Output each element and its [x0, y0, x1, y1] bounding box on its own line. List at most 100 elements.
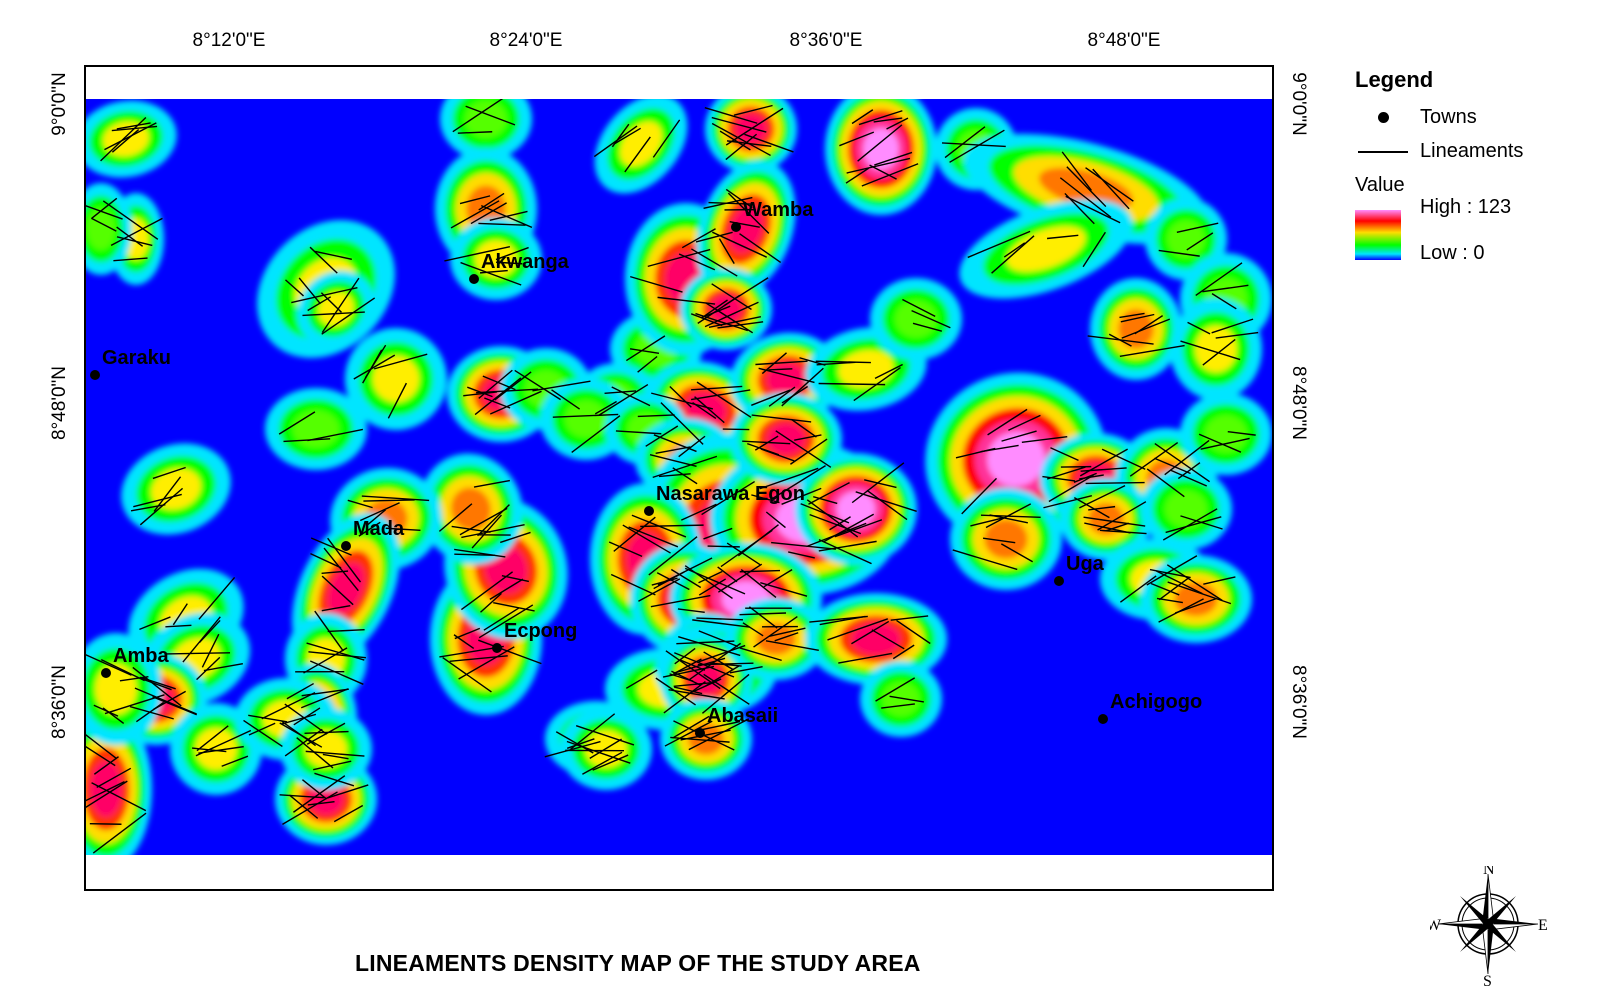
lineament-segment	[90, 217, 117, 232]
lineament-segment	[711, 122, 771, 157]
lineament-segment	[681, 228, 716, 249]
lineament-segment	[611, 386, 651, 407]
lineament-segment	[444, 246, 511, 262]
lineament-segment	[198, 745, 244, 754]
lineament-segment	[698, 570, 723, 584]
density-blob	[860, 661, 942, 737]
density-blob	[1180, 393, 1272, 475]
lineament-segment	[307, 428, 364, 442]
lineament-segment	[293, 707, 321, 726]
lineament-segment	[459, 195, 491, 205]
lineament-segment	[790, 438, 828, 465]
lineament-segment	[712, 231, 767, 258]
lineament-segment	[279, 722, 323, 748]
density-ring	[756, 623, 796, 655]
lineament-segment	[454, 627, 481, 640]
lineament-segment	[902, 298, 936, 317]
lineament-segment	[291, 286, 358, 304]
lineament-segment	[739, 612, 787, 616]
lineament-segment	[1129, 441, 1179, 477]
lineament-segment	[478, 192, 505, 211]
lineament-segment	[248, 714, 288, 723]
lineament-segment	[1083, 516, 1146, 527]
lineament-segment	[673, 686, 703, 695]
lineament-segment	[911, 309, 951, 329]
lineament-segment	[912, 322, 943, 332]
lineament-segment	[363, 499, 415, 502]
lineament-segment	[1092, 168, 1130, 210]
lineament-segment	[321, 604, 351, 612]
lineament-segment	[873, 117, 903, 123]
density-ring	[728, 205, 764, 253]
lineament-segment	[703, 673, 750, 705]
lineament-segment	[690, 313, 723, 327]
legend-lineament-symbol	[1358, 151, 1408, 153]
lineament-segment	[861, 163, 919, 187]
lineament-segment	[308, 651, 366, 659]
lineament-segment	[818, 540, 877, 552]
lineament-segment	[1001, 430, 1037, 442]
lineament-segment	[196, 656, 221, 681]
lineament-segment	[1119, 575, 1157, 603]
density-ring	[90, 761, 122, 817]
lineament-segment	[589, 738, 622, 759]
lineament-segment	[484, 397, 511, 409]
lineament-segment	[625, 669, 658, 689]
compass-n: N	[1483, 866, 1495, 878]
legend-low-label: Low : 0	[1420, 242, 1485, 264]
lineament-segment	[1211, 293, 1237, 310]
lineament-segment	[718, 238, 735, 264]
density-blob	[594, 99, 688, 194]
lineament-segment	[1200, 437, 1250, 450]
lineament-segment	[1119, 344, 1185, 358]
lineament-segment	[347, 499, 373, 509]
lineament-segment	[725, 107, 784, 146]
lat-tick-right-3: 8°36'0"N	[1288, 665, 1309, 739]
lineament-segment	[116, 122, 151, 130]
lineament-segment	[461, 524, 525, 539]
lineament-segment	[691, 385, 743, 391]
lineament-segment	[874, 363, 903, 379]
lineament-segment	[613, 516, 656, 552]
lineament-segment	[353, 354, 396, 380]
lineament-segment	[321, 277, 360, 334]
lineament-segment	[1066, 166, 1107, 208]
lineament-segment	[93, 756, 119, 775]
lineament-segment	[359, 502, 400, 522]
lineament-segment	[1202, 338, 1236, 366]
lineament-segment	[86, 745, 116, 767]
lineament-segment	[248, 722, 276, 736]
lineament-segment	[1174, 597, 1217, 614]
lineament-segment	[373, 353, 428, 370]
lineament-segment	[92, 812, 147, 854]
lineament-segment	[1158, 249, 1200, 257]
density-ring	[1165, 490, 1207, 528]
lineament-segment	[725, 188, 753, 209]
lineament-segment	[1180, 340, 1241, 361]
lineament-segment	[664, 720, 713, 747]
lineament-segment	[704, 301, 759, 328]
lineament-segment	[152, 696, 197, 716]
lineament-segment	[478, 369, 513, 399]
lineament-segment	[638, 578, 681, 602]
lineament-segment	[1195, 262, 1243, 297]
lineament-segment	[1158, 577, 1190, 601]
lineament-segment	[725, 133, 758, 161]
lineament-segment	[748, 606, 778, 629]
town-label: Uga	[1066, 553, 1105, 575]
lineament-segment	[310, 537, 352, 556]
density-ring	[86, 208, 116, 250]
lineament-segment	[1146, 468, 1185, 498]
lineament-segment	[1065, 195, 1121, 224]
lineament-segment	[91, 782, 147, 812]
lineament-segment	[1166, 564, 1223, 602]
compass-s: S	[1483, 973, 1492, 986]
lineament-segment	[1080, 467, 1127, 472]
town-label: Garaku	[102, 347, 171, 369]
lineament-segment	[845, 167, 869, 184]
lineament-segment	[1134, 315, 1164, 335]
density-ring	[1118, 309, 1154, 349]
lineament-segment	[279, 794, 325, 799]
lineament-segment	[1211, 318, 1254, 334]
lineament-segment	[221, 755, 249, 767]
